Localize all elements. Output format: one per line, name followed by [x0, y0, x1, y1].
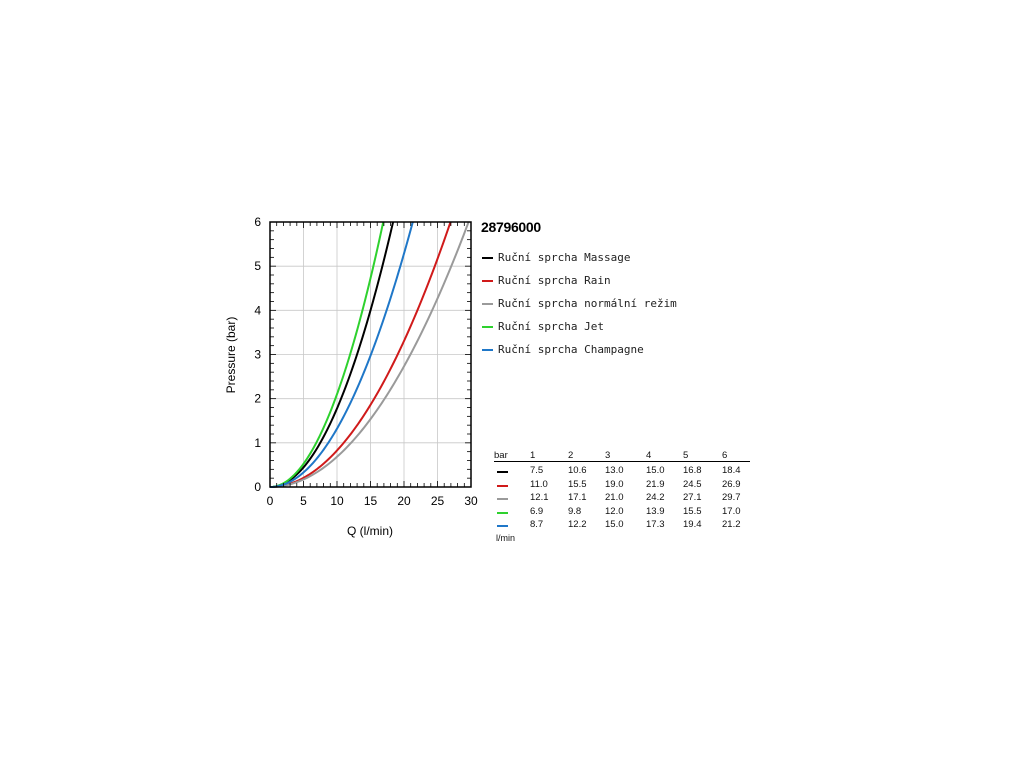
- table-row-swatch: [497, 471, 508, 473]
- series-line-2: [269, 221, 470, 488]
- table-row-swatch: [497, 484, 508, 487]
- legend-item: Ruční sprcha Massage: [482, 250, 677, 273]
- series-line-4: [269, 221, 414, 488]
- series-line-0: [269, 221, 395, 488]
- table-cell: 10.6: [568, 465, 587, 476]
- y-tick-label: 6: [254, 215, 261, 229]
- table-cell: 9.8: [568, 505, 582, 517]
- table-row: 11.0 15.5 19.0 21.9 24.5 26.9: [494, 479, 750, 493]
- x-tick-label: 25: [431, 494, 445, 508]
- product-number-title: 28796000: [481, 219, 541, 235]
- table-cell: 21.0: [605, 492, 624, 503]
- table-column-header: 6: [722, 450, 728, 461]
- table-row-swatch: [497, 511, 508, 514]
- table-cell: 15.5: [568, 478, 587, 490]
- table-cell: 7.5: [530, 465, 544, 476]
- flow-table: bar 1 2 3 4 5 6 7.5 10.6 13.0 15.0 16.8 18.4 11.0 15.5…: [494, 450, 750, 533]
- table-cell: 19.0: [605, 478, 624, 490]
- table-cell: 24.5: [683, 478, 702, 490]
- x-tick-label: 5: [300, 494, 307, 508]
- table-cell: 24.2: [646, 492, 665, 503]
- x-tick-label: 15: [364, 494, 378, 508]
- y-tick-label: 1: [254, 436, 261, 450]
- y-tick-label: 5: [254, 259, 261, 273]
- x-tick-label: 10: [330, 494, 344, 508]
- series-line-3: [269, 221, 385, 488]
- table-row-swatch: [497, 498, 508, 500]
- table-cell: 15.5: [683, 505, 702, 517]
- table-cell: 11.0: [530, 478, 548, 490]
- table-header-label: bar: [494, 450, 508, 461]
- table-row: 12.1 17.1 21.0 24.2 27.1 29.7: [494, 492, 750, 506]
- legend-label: Ruční sprcha normální režim: [498, 297, 677, 310]
- table-cell: 18.4: [722, 465, 741, 476]
- table-cell: 17.3: [646, 519, 665, 530]
- table-cell: 21.9: [646, 478, 665, 490]
- legend-label: Ruční sprcha Massage: [498, 251, 631, 264]
- chart-ticks: [270, 222, 471, 487]
- x-tick-label: 30: [464, 494, 478, 508]
- legend-swatch: [482, 280, 493, 282]
- table-row: 8.7 12.2 15.0 17.3 19.4 21.2: [494, 519, 750, 533]
- table-row: 7.5 10.6 13.0 15.0 16.8 18.4: [494, 465, 750, 479]
- table-cell: 12.0: [605, 505, 624, 517]
- series-line-1: [269, 221, 452, 488]
- table-cell: 16.8: [683, 465, 702, 476]
- table-cell: 13.0: [605, 465, 624, 476]
- chart-curves: [269, 221, 470, 488]
- table-column-header: 3: [605, 450, 611, 461]
- table-cell: 12.2: [568, 519, 587, 530]
- table-cell: 17.1: [568, 492, 587, 503]
- legend-swatch: [482, 349, 493, 351]
- table-row: 6.9 9.8 12.0 13.9 15.5 17.0: [494, 506, 750, 520]
- y-tick-label: 0: [254, 480, 261, 494]
- legend-label: Ruční sprcha Jet: [498, 320, 604, 333]
- y-axis-label: Pressure (bar): [224, 317, 238, 394]
- table-cell: 6.9: [530, 505, 544, 517]
- legend: Ruční sprcha Massage Ruční sprcha Rain Ruč…: [482, 250, 677, 365]
- y-tick-label: 2: [254, 392, 261, 406]
- table-cell: 29.7: [722, 492, 741, 503]
- y-tick-label: 4: [254, 303, 261, 317]
- legend-swatch: [482, 257, 493, 259]
- legend-label: Ruční sprcha Champagne: [498, 343, 644, 356]
- x-tick-label: 20: [397, 494, 411, 508]
- y-tick-label: 3: [254, 348, 261, 362]
- table-cell: 17.0: [722, 505, 741, 517]
- table-cell: 26.9: [722, 478, 741, 490]
- table-cell: 27.1: [683, 492, 702, 503]
- table-cell: 15.0: [605, 519, 624, 530]
- table-column-header: 5: [683, 450, 689, 461]
- legend-item: Ruční sprcha Rain: [482, 273, 677, 296]
- legend-label: Ruční sprcha Rain: [498, 274, 611, 287]
- table-column-header: 2: [568, 450, 574, 461]
- x-axis-label: Q (l/min): [347, 524, 393, 538]
- chart-tick-labels: 0 5 10 15 20 25 30 0 1 2 3 4 5 6: [254, 215, 478, 508]
- table-column-header: 4: [646, 450, 652, 461]
- table-column-header: 1: [530, 450, 536, 461]
- table-cell: 19.4: [683, 519, 702, 530]
- legend-swatch: [482, 326, 493, 328]
- table-cell: 21.2: [722, 519, 741, 530]
- table-cell: 13.9: [646, 505, 665, 517]
- table-header-row: bar 1 2 3 4 5 6: [494, 450, 750, 462]
- legend-item: Ruční sprcha Champagne: [482, 342, 677, 365]
- table-unit-label: l/min: [496, 533, 516, 543]
- table-cell: 12.1: [530, 492, 549, 503]
- table-cell: 15.0: [646, 465, 665, 476]
- table-row-swatch: [497, 525, 508, 527]
- legend-item: Ruční sprcha normální režim: [482, 296, 677, 319]
- x-tick-label: 0: [267, 494, 274, 508]
- table-cell: 8.7: [530, 519, 544, 530]
- legend-item: Ruční sprcha Jet: [482, 319, 677, 342]
- legend-swatch: [482, 303, 493, 305]
